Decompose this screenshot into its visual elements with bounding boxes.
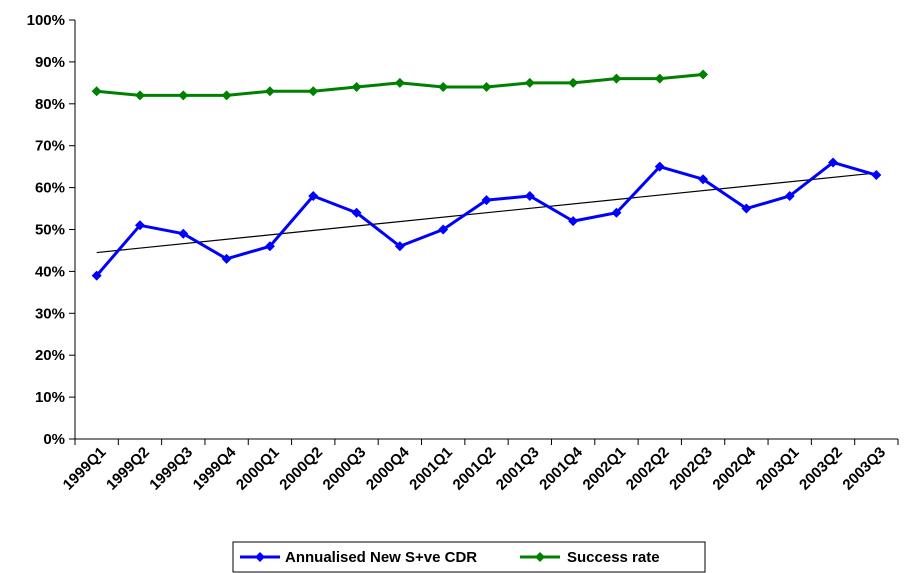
x-tick-label: 1999Q3: [146, 444, 196, 494]
data-point: [394, 77, 405, 88]
x-tick-label: 2002Q2: [623, 444, 673, 494]
y-tick-label: 20%: [35, 347, 65, 364]
y-tick-label: 30%: [35, 305, 65, 322]
data-point: [91, 86, 102, 97]
x-tick-label: 2001Q1: [406, 444, 456, 494]
series-line: [95, 160, 877, 277]
x-tick-label: 1999Q2: [103, 444, 153, 494]
x-tick-label: 1999Q4: [190, 443, 240, 493]
data-point: [134, 90, 145, 101]
legend-label: Annualised New S+ve CDR: [285, 549, 477, 566]
data-point: [351, 82, 362, 93]
legend-entry: Annualised New S+ve CDR: [240, 549, 477, 566]
y-tick-label: 0%: [43, 431, 65, 448]
y-tick-label: 50%: [35, 222, 65, 239]
data-point: [264, 86, 275, 97]
y-axis: 0% 10% 20% 30% 40% 50% 60% 70% 80% 90% 100%: [27, 12, 76, 448]
y-tick-label: 40%: [35, 263, 65, 280]
data-point: [178, 228, 189, 239]
x-tick-label: 2000Q4: [363, 443, 413, 493]
series-1: [91, 69, 709, 101]
data-point: [438, 224, 449, 235]
legend-box: [232, 541, 706, 573]
data-point: [481, 195, 492, 206]
x-tick-label: 2001Q4: [536, 443, 586, 493]
data-point: [308, 190, 319, 201]
data-point: [698, 69, 709, 80]
data-point: [568, 216, 579, 227]
x-tick-label: 2002Q4: [709, 443, 759, 493]
x-tick-label: 2002Q3: [666, 444, 716, 494]
data-point: [221, 253, 232, 264]
data-point: [654, 73, 665, 84]
x-tick-label: 2000Q3: [320, 444, 370, 494]
data-point: [351, 207, 362, 218]
x-tick-label: 2003Q2: [796, 444, 846, 494]
legend-marker: [535, 552, 545, 562]
x-axis: 1999Q11999Q21999Q31999Q42000Q12000Q22000…: [60, 438, 899, 494]
y-tick-label: 80%: [35, 96, 65, 113]
y-tick-label: 100%: [27, 12, 65, 29]
legend-marker: [255, 552, 265, 562]
data-point: [394, 241, 405, 252]
data-point: [524, 190, 535, 201]
x-tick-label: 2000Q1: [233, 444, 283, 494]
legend-label: Success rate: [567, 549, 660, 566]
y-tick-label: 10%: [35, 389, 65, 406]
data-point: [698, 174, 709, 185]
legend-entry: Success rate: [520, 549, 660, 566]
x-tick-label: 2003Q1: [753, 444, 803, 494]
data-point: [654, 161, 665, 172]
data-point: [481, 82, 492, 93]
data-point: [741, 203, 752, 214]
data-point: [871, 170, 882, 181]
data-point: [784, 190, 795, 201]
x-tick-label: 2003Q3: [839, 444, 889, 494]
trendline-line: [96, 172, 877, 254]
series-layer: [91, 69, 882, 281]
data-point: [828, 157, 839, 168]
data-point: [221, 90, 232, 101]
data-point: [438, 82, 449, 93]
x-tick-label: 2002Q1: [580, 444, 630, 494]
legend: Annualised New S+ve CDR Success rate: [232, 541, 706, 573]
trendline: [96, 172, 877, 254]
data-point: [134, 220, 145, 231]
data-point: [524, 77, 535, 88]
data-point: [568, 77, 579, 88]
data-point: [178, 90, 189, 101]
y-tick-label: 70%: [35, 138, 65, 155]
y-tick-label: 60%: [35, 180, 65, 197]
data-point: [611, 207, 622, 218]
x-tick-label: 2001Q3: [493, 444, 543, 494]
data-point: [264, 241, 275, 252]
series-0: [91, 157, 882, 281]
data-point: [611, 73, 622, 84]
data-point: [308, 86, 319, 97]
y-tick-label: 90%: [35, 54, 65, 71]
x-tick-label: 2001Q2: [450, 444, 500, 494]
data-point: [91, 270, 102, 281]
x-tick-label: 1999Q1: [60, 444, 110, 494]
x-tick-label: 2000Q2: [276, 444, 326, 494]
